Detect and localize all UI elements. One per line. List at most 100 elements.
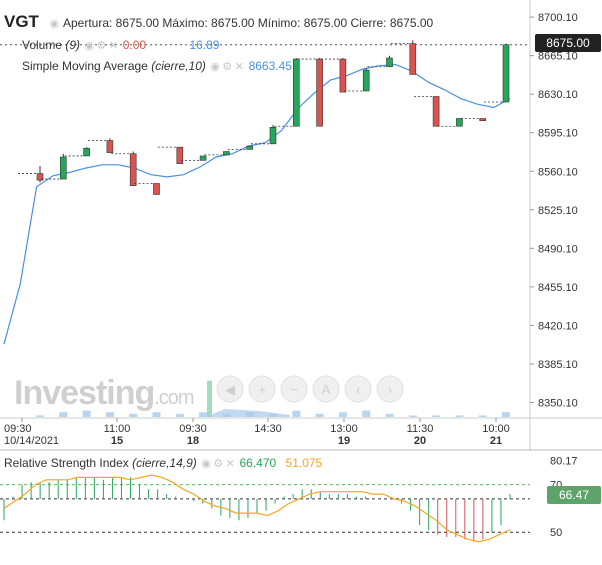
sma-params: (cierre,10) (151, 59, 206, 73)
candle-body (246, 145, 253, 150)
zoom-in-icon-glyph: + (258, 382, 266, 397)
rsi-signal-line (3, 474, 511, 543)
volume-bar (362, 410, 371, 417)
y-tick-label: 8665.10 (538, 51, 578, 63)
zoom-in-icon[interactable]: + (248, 375, 276, 403)
volume-bar (385, 413, 394, 417)
rsi-signal-value: 51.075 (285, 456, 323, 470)
eye-icon[interactable]: ◉ (201, 458, 211, 470)
volume-bar (105, 412, 114, 417)
candle-body (199, 155, 207, 161)
y-tick-label: 8350.10 (538, 397, 578, 409)
candle-body (129, 153, 137, 186)
scroll-right-icon-bg (376, 375, 404, 403)
candle-body (502, 44, 510, 103)
candle-body (479, 118, 487, 122)
candle-body (59, 156, 67, 180)
scroll-left-icon[interactable]: ‹ (344, 375, 372, 403)
header-legend: VGT ◉ Apertura: 8675.00 Máximo: 8675.00 … (4, 12, 433, 32)
x-tick-label: 09:30 (179, 423, 207, 435)
gear-icon[interactable]: ⚙ (213, 458, 224, 470)
watermark-brand: Investing (14, 374, 155, 412)
y-tick-label: 8490.10 (538, 243, 578, 255)
x-tick-label: 20 (414, 435, 426, 447)
candle-body (223, 151, 230, 156)
x-tick-label: 10/14/2021 (4, 435, 59, 447)
sma-line (3, 63, 511, 345)
scroll-left-icon-bg (344, 375, 372, 403)
volume-bar (175, 413, 184, 417)
volume-bar (36, 415, 44, 417)
eye-icon[interactable]: ◉ (49, 18, 60, 30)
x-tick-label: 21 (490, 435, 502, 447)
y-tick-label: 8385.10 (538, 359, 578, 371)
x-tick-label: 15 (111, 435, 123, 447)
y-tick-label: 8560.10 (538, 166, 578, 178)
sma-label: Simple Moving Average (22, 59, 148, 73)
rsi-legend: Relative Strength Index (cierre,14,9) ◉ ⚙… (4, 456, 322, 470)
volume-value-red: 0.00 (122, 38, 147, 52)
ohlc-readout: Apertura: 8675.00 Máximo: 8675.00 Mínimo… (62, 16, 434, 30)
volume-bar (152, 412, 161, 417)
watermark-suffix: .com (154, 387, 194, 409)
volume-bar (432, 415, 441, 417)
volume-bar (502, 412, 510, 417)
rsi-params: (cierre,14,9) (132, 456, 197, 470)
volume-params: (9) (65, 38, 81, 52)
arrow-left-icon-bg (216, 375, 244, 403)
x-tick-label: 13:00 (330, 423, 358, 435)
volume-bar (82, 410, 91, 417)
x-tick-label: 19 (338, 435, 350, 447)
volume-bar (207, 380, 212, 417)
volume-value-blue: 16.89 (189, 38, 220, 52)
zoom-out-icon-bg (280, 375, 308, 403)
arrow-left-icon[interactable]: ◀ (216, 375, 244, 403)
x-tick-label: 10:00 (482, 423, 510, 435)
gear-icon[interactable]: ⚙ (222, 61, 233, 73)
volume-bar (199, 412, 208, 417)
scroll-right-icon[interactable]: › (376, 375, 404, 403)
candle-body (176, 146, 184, 164)
candle-body (83, 147, 90, 157)
y-tick-label: 8630.10 (538, 89, 578, 101)
zoom-out-icon[interactable]: − (280, 375, 308, 403)
eye-icon[interactable]: ◉ (84, 40, 95, 52)
y-tick-label: 8455.10 (538, 282, 578, 294)
investing-watermark: Investing.com (14, 374, 195, 413)
y-tick-label: 8420.10 (538, 320, 578, 332)
volume-bar (292, 410, 301, 417)
rsi-label: Relative Strength Index (4, 456, 129, 470)
candle-body (456, 118, 463, 127)
symbol-label: VGT (4, 12, 39, 31)
y-tick-label: 8595.10 (538, 128, 578, 140)
auto-scale-icon[interactable]: A (312, 375, 340, 403)
candle-body (362, 69, 370, 92)
volume-bar (129, 413, 138, 417)
candle-body (316, 58, 323, 127)
gear-icon[interactable]: ⚙ (96, 40, 107, 52)
rsi-value: 66.470 (239, 456, 277, 470)
candle-body (36, 173, 44, 181)
sma-value: 8663.45 (248, 59, 292, 73)
x-tick-label: 14:30 (254, 423, 282, 435)
close-icon[interactable]: ✕ (225, 458, 235, 470)
candle-body (292, 58, 300, 127)
volume-area (205, 409, 290, 417)
candle-body (269, 127, 277, 145)
candle-body (153, 183, 160, 195)
x-tick-label: 09:30 (4, 423, 32, 435)
volume-bar (315, 413, 324, 417)
volume-bar (338, 412, 347, 417)
close-icon[interactable]: ✕ (234, 61, 244, 73)
eye-icon[interactable]: ◉ (210, 61, 221, 73)
close-icon[interactable]: ✕ (108, 40, 118, 52)
volume-bar (408, 415, 417, 417)
volume-label: Volume (22, 38, 63, 52)
x-tick-label: 11:30 (407, 423, 434, 435)
current-price-label: 8675.00 (535, 34, 601, 52)
scroll-right-icon-glyph: › (388, 382, 392, 397)
candle-body (106, 140, 114, 153)
auto-scale-icon-bg (312, 375, 340, 403)
